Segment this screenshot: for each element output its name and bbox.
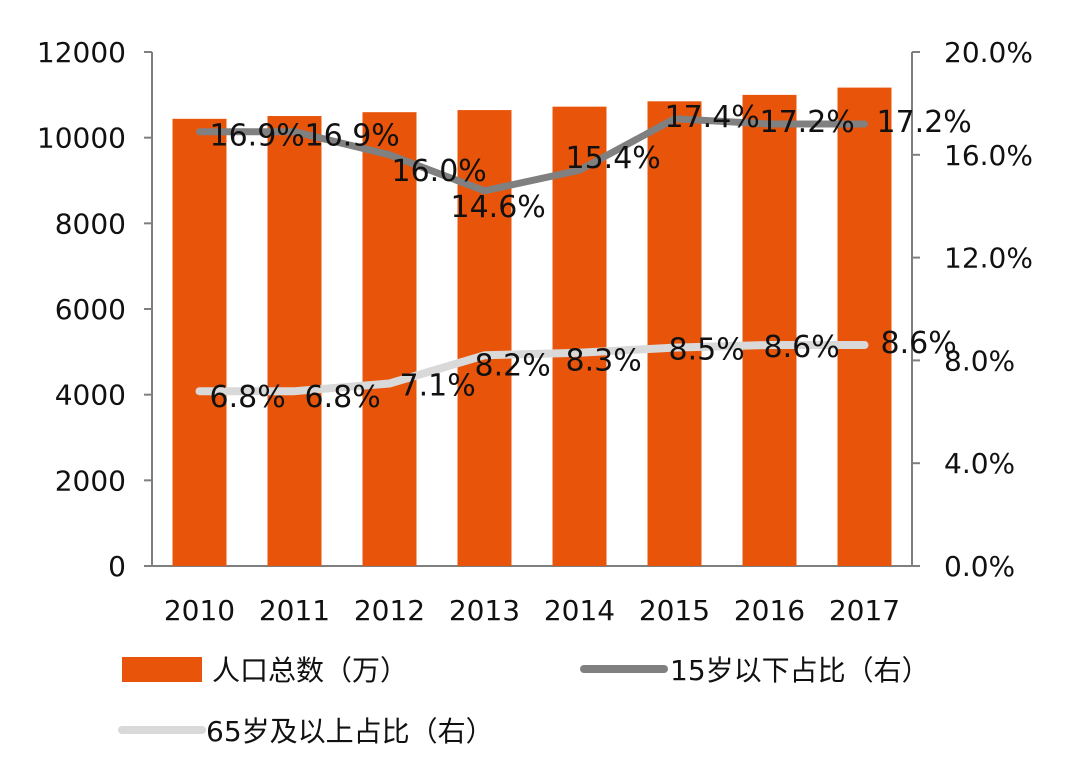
bar [837,87,892,567]
data-label: 16.0% [392,154,487,189]
legend: 人口总数（万） 15岁以下占比（右） 65岁及以上占比（右） [118,654,930,748]
data-label: 8.5% [669,333,745,368]
bar [742,94,797,567]
bar [647,101,702,566]
data-label: 8.6% [764,330,840,365]
bar [552,106,607,566]
data-label: 17.4% [665,100,760,135]
legend-label: 人口总数（万） [212,654,408,687]
x-tick-label: 2015 [639,594,710,627]
left-tick-label: 0 [108,550,126,583]
data-label: 17.2% [760,105,855,140]
x-tick-label: 2012 [354,594,425,627]
axes: 0 2000 4000 6000 8000 10000 12000 0.0% 4.0% 8.0% 1… [37,36,1033,627]
bar-series [172,87,892,567]
x-tick-label: 2011 [259,594,330,627]
series-line [196,115,868,195]
data-label: 7.1% [400,369,476,404]
legend-label: 65岁及以上占比（右） [206,715,494,748]
right-tick-label: 4.0% [944,447,1015,480]
data-label: 16.9% [305,119,400,154]
data-label: 6.8% [305,380,381,415]
legend-label: 15岁以下占比（右） [670,654,930,687]
data-label: 17.2% [877,105,972,140]
left-tick-label: 6000 [55,293,126,326]
bar [362,112,417,566]
right-tick-label: 20.0% [944,36,1033,69]
data-label: 8.6% [881,326,957,361]
left-tick-label: 8000 [55,207,126,240]
data-label: 6.8% [210,380,286,415]
legend-swatch-bar [122,657,202,682]
right-tick-label: 12.0% [944,242,1033,275]
line-series [195,115,869,396]
x-tick-label: 2013 [449,594,520,627]
left-tick-label: 10000 [37,122,126,155]
right-tick-label: 16.0% [944,139,1033,172]
left-tick-label: 12000 [37,36,126,69]
data-labels: 16.9% 16.9%16.0%14.6%15.4%17.4% 17.2% 17.2%… [210,100,972,415]
left-tick-label: 4000 [55,379,126,412]
x-tick-label: 2017 [829,594,900,627]
data-label: 16.9% [210,119,305,154]
left-tick-label: 2000 [55,464,126,497]
data-label: 8.2% [475,348,551,383]
x-tick-label: 2014 [544,594,615,627]
data-label: 14.6% [451,190,546,225]
right-tick-label: 0.0% [944,550,1015,583]
right-tick-label: 8.0% [944,344,1015,377]
x-tick-label: 2010 [164,594,235,627]
bar [172,118,227,566]
data-label: 15.4% [566,141,661,176]
data-label: 8.3% [566,344,642,379]
series-line [195,341,869,396]
x-tick-label: 2016 [734,594,805,627]
bar [267,116,322,567]
